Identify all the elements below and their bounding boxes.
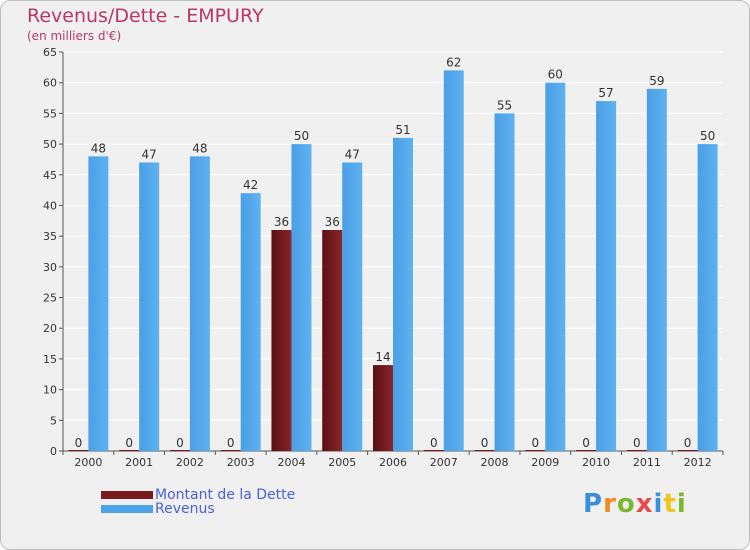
revenue-value-label: 48 xyxy=(91,141,106,155)
y-tick-label: 35 xyxy=(43,230,57,243)
x-tick-label: 2006 xyxy=(379,456,407,469)
logo-letter: i xyxy=(653,489,664,519)
y-tick-label: 40 xyxy=(43,199,57,212)
legend-label-revenue: Revenus xyxy=(155,501,215,517)
logo-letter: r xyxy=(603,489,617,519)
x-tick-label: 2012 xyxy=(684,456,712,469)
x-tick-label: 2000 xyxy=(74,456,102,469)
revenue-bar xyxy=(342,162,363,451)
logo-letter: P xyxy=(583,489,604,519)
revenue-bar xyxy=(393,137,413,451)
x-tick-label: 2004 xyxy=(277,456,305,469)
debt-bar xyxy=(169,450,190,451)
revenue-value-label: 47 xyxy=(142,147,157,161)
debt-bar xyxy=(119,450,140,451)
y-tick-label: 45 xyxy=(43,169,57,182)
debt-value-label: 0 xyxy=(430,436,438,450)
debt-bar xyxy=(220,450,241,451)
revenue-value-label: 42 xyxy=(243,178,258,192)
logo-letter: x xyxy=(635,489,654,519)
debt-bar xyxy=(373,365,393,451)
y-tick-label: 60 xyxy=(43,77,57,90)
debt-bar xyxy=(271,230,292,451)
logo-letter: t xyxy=(663,489,677,519)
revenue-value-label: 59 xyxy=(649,74,664,88)
debt-value-label: 36 xyxy=(325,215,340,229)
y-tick-label: 25 xyxy=(43,292,57,305)
x-tick-label: 2008 xyxy=(481,456,509,469)
debt-bar xyxy=(677,450,698,451)
x-tick-label: 2007 xyxy=(430,456,458,469)
debt-bar xyxy=(525,450,546,451)
debt-value-label: 0 xyxy=(481,436,489,450)
debt-value-label: 36 xyxy=(274,215,289,229)
y-tick-label: 65 xyxy=(43,46,57,59)
revenue-bar xyxy=(139,162,160,451)
logo-letter: o xyxy=(616,489,636,519)
y-tick-label: 30 xyxy=(43,261,57,274)
debt-value-label: 0 xyxy=(75,436,83,450)
x-tick-label: 2001 xyxy=(125,456,153,469)
revenue-value-label: 57 xyxy=(598,86,613,100)
debt-bar xyxy=(68,450,89,451)
revenue-bar xyxy=(443,70,464,452)
debt-value-label: 0 xyxy=(582,436,590,450)
x-tick-label: 2010 xyxy=(582,456,610,469)
revenue-value-label: 50 xyxy=(700,129,715,143)
revenue-value-label: 47 xyxy=(345,147,360,161)
revenue-bar xyxy=(697,144,718,452)
revenue-bar xyxy=(494,113,515,451)
y-tick-label: 50 xyxy=(43,138,57,151)
debt-value-label: 0 xyxy=(227,436,235,450)
y-tick-label: 5 xyxy=(50,414,57,427)
revenue-bar xyxy=(596,101,617,451)
revenue-value-label: 50 xyxy=(294,129,309,143)
chart-subtitle: (en milliers d'€) xyxy=(27,29,122,43)
debt-value-label: 0 xyxy=(531,436,539,450)
y-tick-label: 15 xyxy=(43,353,57,366)
x-tick-label: 2011 xyxy=(633,456,661,469)
revenue-value-label: 48 xyxy=(192,141,207,155)
revenue-value-label: 51 xyxy=(395,123,410,137)
debt-value-label: 0 xyxy=(125,436,133,450)
debt-value-label: 0 xyxy=(684,436,692,450)
x-tick-label: 2003 xyxy=(227,456,255,469)
legend-item-revenue: Revenus xyxy=(101,501,215,517)
debt-bar xyxy=(626,450,647,451)
proxiti-logo: Proxiti xyxy=(583,489,687,519)
revenue-value-label: 60 xyxy=(548,68,563,82)
revenue-value-label: 55 xyxy=(497,98,512,112)
legend-swatch-revenue xyxy=(101,505,153,513)
revenue-bar xyxy=(189,156,210,451)
x-tick-label: 2005 xyxy=(328,456,356,469)
legend-item-debt: Montant de la Dette xyxy=(101,487,295,503)
debt-bar xyxy=(423,450,444,451)
revenue-bar xyxy=(88,156,109,451)
debt-value-label: 0 xyxy=(633,436,641,450)
legend-swatch-debt xyxy=(101,491,153,499)
y-tick-label: 55 xyxy=(43,107,57,120)
revenue-bar xyxy=(291,144,312,452)
legend-label-debt: Montant de la Dette xyxy=(155,487,296,503)
revenue-value-label: 62 xyxy=(446,55,461,69)
debt-bar xyxy=(576,450,597,451)
x-tick-label: 2002 xyxy=(176,456,204,469)
debt-bar xyxy=(322,230,343,451)
y-tick-label: 20 xyxy=(43,322,57,335)
x-tick-label: 2009 xyxy=(531,456,559,469)
logo-letter: i xyxy=(676,489,687,519)
debt-value-label: 0 xyxy=(176,436,184,450)
debt-bar xyxy=(474,450,495,451)
revenue-bar xyxy=(240,193,261,451)
revenue-bar xyxy=(646,88,667,451)
revenue-bar xyxy=(545,82,566,451)
chart-title: Revenus/Dette - EMPURY xyxy=(27,5,264,27)
y-tick-label: 0 xyxy=(50,445,57,458)
y-tick-label: 10 xyxy=(43,384,57,397)
debt-value-label: 14 xyxy=(375,350,390,364)
